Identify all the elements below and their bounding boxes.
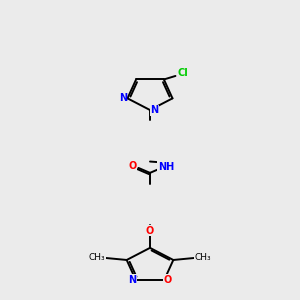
Text: O: O [129,161,137,171]
Text: O: O [164,274,172,285]
Text: N: N [128,274,136,285]
Text: N: N [119,93,127,103]
Text: CH₃: CH₃ [89,254,105,262]
Text: O: O [146,226,154,236]
Text: Cl: Cl [177,68,188,78]
Text: NH: NH [158,162,174,172]
Text: CH₃: CH₃ [195,254,211,262]
Text: N: N [151,105,159,115]
